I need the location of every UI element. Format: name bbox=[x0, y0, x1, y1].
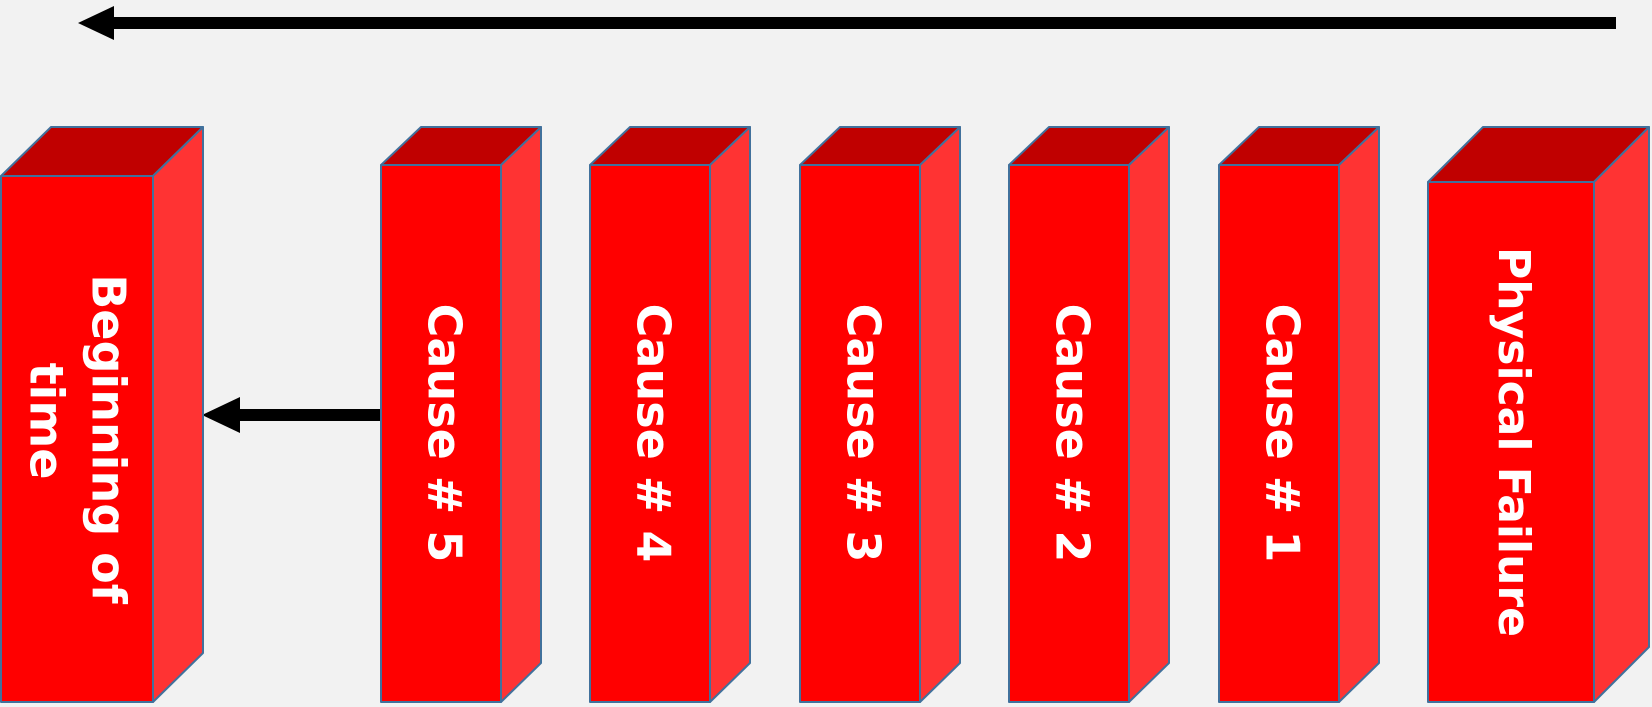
block-cause-1-label: Cause # 1 bbox=[1256, 304, 1310, 563]
cause5-arrow-head bbox=[202, 397, 240, 433]
block-cause-5-front bbox=[380, 164, 502, 703]
block-beginning-of-time-front bbox=[0, 175, 154, 703]
block-cause-4: Cause # 4 bbox=[589, 126, 751, 703]
block-beginning-of-time-label-line-2: time bbox=[20, 363, 74, 480]
block-beginning-of-time: Beginning of time bbox=[0, 126, 204, 703]
block-cause-2-front bbox=[1008, 164, 1130, 703]
block-cause-4-side bbox=[709, 126, 751, 703]
block-beginning-of-time-label-line-1: Beginning of bbox=[82, 274, 136, 605]
block-cause-3-front bbox=[799, 164, 921, 703]
block-cause-4-label: Cause # 4 bbox=[627, 304, 681, 563]
block-beginning-of-time-side bbox=[152, 126, 204, 703]
block-physical-failure: Physical Failure bbox=[1427, 126, 1650, 703]
block-cause-2-side bbox=[1128, 126, 1170, 703]
cause5-to-beginning-arrow bbox=[202, 397, 381, 433]
block-cause-1-side bbox=[1338, 126, 1380, 703]
block-cause-5: Cause # 5 bbox=[380, 126, 542, 703]
block-cause-2-label: Cause # 2 bbox=[1046, 304, 1100, 563]
timeline-arrow-head bbox=[78, 6, 114, 40]
block-cause-4-front bbox=[589, 164, 711, 703]
timeline-arrow bbox=[78, 6, 1616, 40]
block-cause-1-front bbox=[1218, 164, 1340, 703]
block-cause-2: Cause # 2 bbox=[1008, 126, 1170, 703]
block-cause-5-label: Cause # 5 bbox=[418, 304, 472, 563]
block-cause-3-side bbox=[919, 126, 961, 703]
block-cause-3-label: Cause # 3 bbox=[837, 304, 891, 563]
block-cause-3: Cause # 3 bbox=[799, 126, 961, 703]
block-physical-failure-front bbox=[1427, 181, 1595, 703]
block-cause-5-side bbox=[500, 126, 542, 703]
block-physical-failure-side bbox=[1593, 126, 1650, 703]
block-cause-1: Cause # 1 bbox=[1218, 126, 1380, 703]
block-physical-failure-label: Physical Failure bbox=[1488, 247, 1539, 637]
